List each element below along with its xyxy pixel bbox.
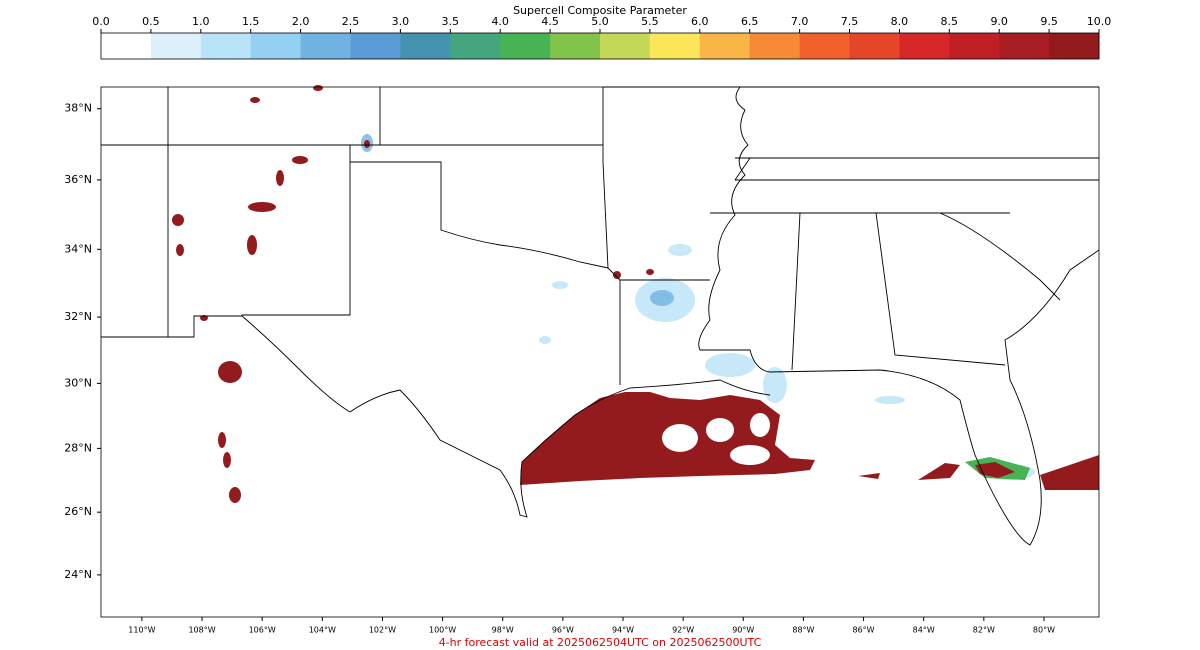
colorbar-swatch [350, 33, 401, 59]
colorbar-swatch [101, 33, 152, 59]
lat-tick-label: 26°N [64, 505, 92, 518]
colorbar-swatch [250, 33, 302, 59]
colorbar-swatch [849, 33, 900, 59]
colorbar-swatch [450, 33, 501, 59]
lon-tick-label: 84°W [913, 626, 935, 635]
lat-tick-label: 28°N [64, 441, 92, 454]
colorbar-tick-label: 4.0 [491, 15, 509, 28]
colorbar-swatch [500, 33, 551, 59]
colorbar-swatch [300, 33, 351, 59]
lon-tick-label: 94°W [612, 626, 634, 635]
colorbar-tick-label: 7.5 [841, 15, 859, 28]
colorbar-swatch [749, 33, 801, 59]
colorbar-tick-label: 5.5 [641, 15, 659, 28]
lon-tick-label: 102°W [369, 626, 396, 635]
lon-tick-label: 80°W [1033, 626, 1055, 635]
lat-tick-label: 24°N [64, 568, 92, 581]
colorbar-tick-label: 5.0 [591, 15, 609, 28]
colorbar-swatch [899, 33, 950, 59]
colorbar-tick-label: 1.0 [192, 15, 210, 28]
colorbar-title: Supercell Composite Parameter [513, 4, 687, 17]
scp-field [172, 85, 1099, 503]
lon-tick-label: 96°W [552, 626, 574, 635]
colorbar-swatch [949, 33, 1000, 59]
colorbar-swatch [600, 33, 651, 59]
colorbar-tick-label: 2.5 [342, 15, 360, 28]
colorbar-swatch [699, 33, 751, 59]
colorbar-swatch [649, 33, 701, 59]
colorbar-swatch [150, 33, 202, 59]
colorbar-tick-label: 6.5 [741, 15, 759, 28]
colorbar [101, 33, 1100, 59]
lat-tick-label: 38°N [64, 102, 92, 115]
colorbar-swatch [799, 33, 850, 59]
colorbar-swatch [400, 33, 451, 59]
lat-tick-label: 30°N [64, 376, 92, 389]
colorbar-tick-label: 9.0 [990, 15, 1008, 28]
colorbar-tick-label: 1.5 [242, 15, 260, 28]
colorbar-tick-label: 0.0 [92, 15, 110, 28]
colorbar-tick-label: 3.5 [442, 15, 460, 28]
lon-tick-label: 86°W [853, 626, 875, 635]
colorbar-tick-label: 0.5 [142, 15, 160, 28]
colorbar-tick-label: 10.0 [1087, 15, 1112, 28]
colorbar-tick-label: 2.0 [292, 15, 310, 28]
colorbar-swatch [200, 33, 252, 59]
colorbar-tick-label: 8.5 [941, 15, 959, 28]
lon-tick-label: 106°W [249, 626, 276, 635]
lon-tick-label: 100°W [429, 626, 456, 635]
colorbar-tick-label: 3.0 [392, 15, 410, 28]
colorbar-swatch [1049, 33, 1100, 59]
forecast-footer: 4-hr forecast valid at 2025062504UTC on … [439, 636, 762, 649]
colorbar-tick-label: 9.5 [1040, 15, 1058, 28]
lon-tick-label: 92°W [672, 626, 694, 635]
lon-tick-label: 82°W [973, 626, 995, 635]
lat-tick-label: 32°N [64, 310, 92, 323]
colorbar-tick-label: 8.0 [891, 15, 909, 28]
lat-tick-label: 36°N [64, 173, 92, 186]
lon-tick-label: 88°W [792, 626, 814, 635]
colorbar-swatch [999, 33, 1050, 59]
lon-tick-label: 98°W [492, 626, 514, 635]
colorbar-tick-label: 6.0 [691, 15, 709, 28]
lon-tick-label: 104°W [309, 626, 336, 635]
map-frame [100, 86, 1100, 618]
colorbar-tick-label: 4.5 [541, 15, 559, 28]
colorbar-tick-label: 7.0 [791, 15, 809, 28]
lon-tick-label: 90°W [732, 626, 754, 635]
lon-tick-label: 108°W [188, 626, 215, 635]
lat-tick-label: 34°N [64, 242, 92, 255]
colorbar-swatch [550, 33, 601, 59]
lon-tick-label: 110°W [128, 626, 155, 635]
boundaries [101, 86, 1100, 546]
